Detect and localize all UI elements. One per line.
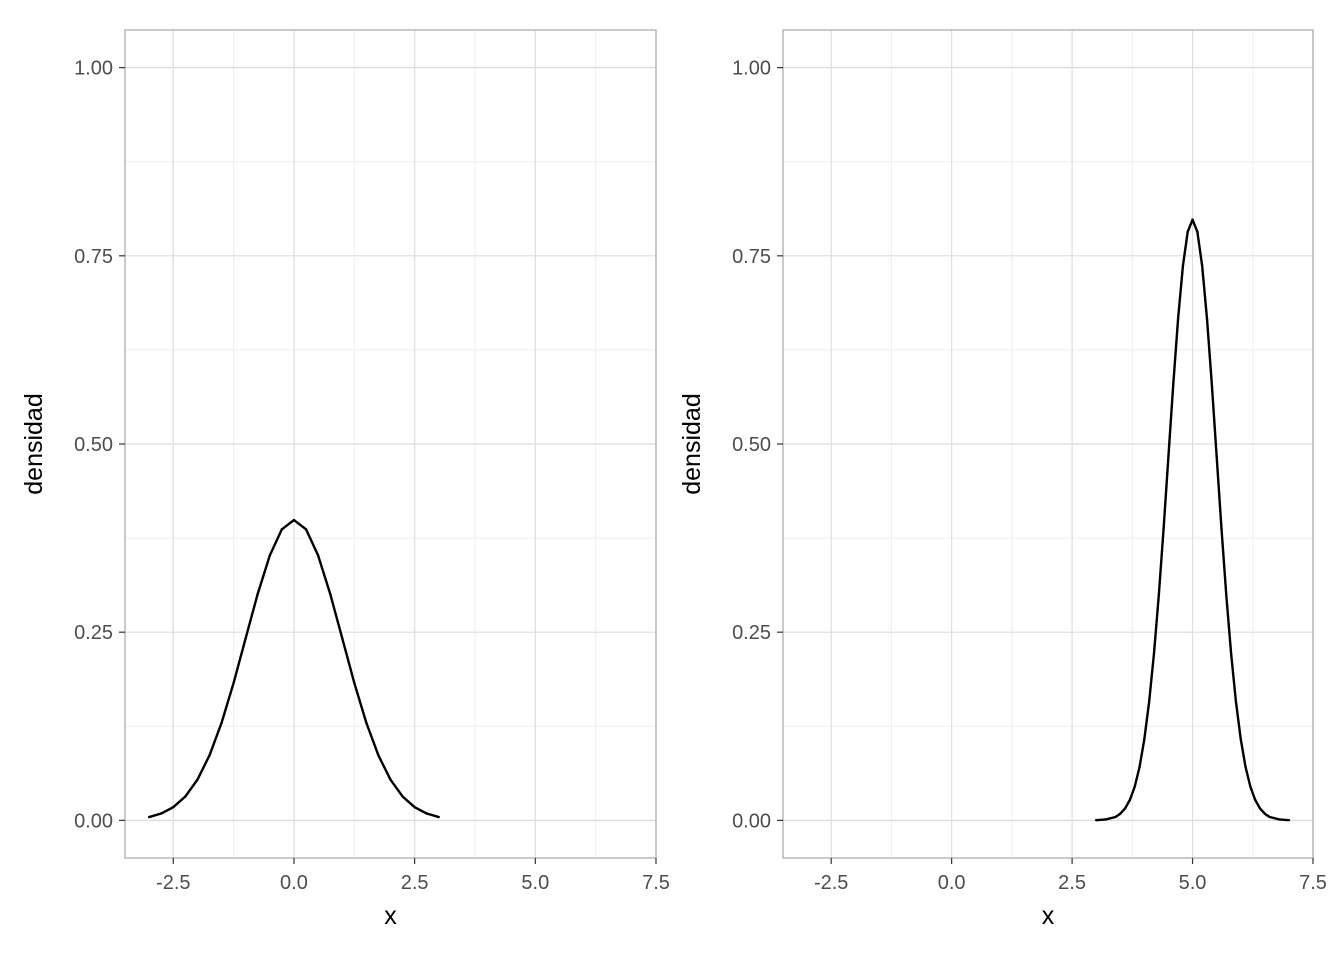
density-point bbox=[316, 554, 320, 557]
y-tick-label: 0.75 bbox=[74, 246, 113, 268]
y-tick-label: 0.50 bbox=[732, 434, 771, 456]
density-point bbox=[1249, 785, 1252, 788]
density-point bbox=[1167, 454, 1170, 458]
x-tick-label: -2.5 bbox=[814, 872, 848, 894]
density-point bbox=[244, 637, 247, 640]
x-tick-label: 0.0 bbox=[280, 872, 308, 894]
density-point bbox=[1152, 652, 1156, 655]
x-tick-label: 0.0 bbox=[938, 872, 966, 894]
density-point bbox=[292, 518, 296, 522]
density-point bbox=[1229, 652, 1233, 655]
density-point bbox=[377, 754, 380, 757]
density-point bbox=[389, 778, 392, 781]
density-point bbox=[184, 795, 187, 798]
x-tick-label: 5.0 bbox=[1179, 872, 1207, 894]
density-point bbox=[220, 721, 223, 725]
density-point bbox=[208, 754, 211, 757]
density-point bbox=[1162, 526, 1165, 530]
density-point bbox=[425, 812, 428, 815]
density-point bbox=[1181, 264, 1185, 268]
y-tick-label: 0.25 bbox=[74, 622, 113, 644]
left-density-plot: -2.5 0.0 2.5 5.0 7.5 0.00 0.25 0.50 0.75 1.00 x den… bbox=[20, 29, 670, 930]
right-density-plot: -2.5 0.0 2.5 5.0 7.5 0.00 0.25 0.50 0.75 1.00 x den… bbox=[678, 29, 1327, 930]
y-tick-label: 0.00 bbox=[732, 810, 771, 832]
density-point bbox=[304, 528, 308, 531]
density-point bbox=[1263, 812, 1267, 815]
density-point bbox=[1200, 264, 1204, 268]
density-point bbox=[1133, 785, 1136, 788]
density-point bbox=[1114, 815, 1117, 819]
density-point bbox=[1215, 454, 1218, 458]
density-point bbox=[147, 815, 151, 819]
density-point bbox=[1234, 700, 1238, 703]
density-point bbox=[1253, 798, 1257, 802]
density-point bbox=[341, 637, 344, 640]
x-axis-title: x bbox=[1042, 902, 1055, 930]
density-point bbox=[1119, 812, 1122, 815]
density-point bbox=[1220, 526, 1223, 530]
density-point bbox=[256, 592, 259, 595]
y-axis-title: densidad bbox=[20, 393, 48, 494]
density-point bbox=[353, 681, 356, 685]
density-point bbox=[1186, 230, 1189, 233]
y-tick-label: 1.00 bbox=[74, 58, 113, 80]
density-point bbox=[413, 805, 416, 809]
y-tick-label: 0.50 bbox=[74, 434, 113, 456]
density-point bbox=[1191, 218, 1194, 221]
x-tick-label: 7.5 bbox=[642, 872, 670, 894]
density-point bbox=[1210, 383, 1214, 386]
x-axis-title: x bbox=[384, 902, 397, 930]
density-point bbox=[437, 815, 440, 819]
density-point bbox=[1104, 818, 1108, 821]
x-tick-label: 5.0 bbox=[521, 872, 549, 894]
density-point bbox=[1268, 815, 1271, 819]
x-tick-label: 2.5 bbox=[1058, 872, 1086, 894]
density-point bbox=[1147, 700, 1151, 703]
density-point bbox=[1138, 765, 1141, 769]
density-point bbox=[172, 805, 175, 809]
y-tick-label: 0.00 bbox=[74, 810, 113, 832]
x-tick-label: -2.5 bbox=[156, 872, 190, 894]
density-point bbox=[1172, 383, 1175, 386]
density-point bbox=[1196, 230, 1199, 233]
density-point bbox=[328, 592, 332, 595]
density-point bbox=[1128, 798, 1132, 802]
density-point bbox=[1205, 317, 1209, 320]
x-tick-label: 7.5 bbox=[1299, 872, 1327, 894]
density-point bbox=[1176, 317, 1180, 320]
y-axis-title: densidad bbox=[678, 393, 706, 494]
density-point bbox=[196, 778, 199, 781]
density-point bbox=[1244, 765, 1247, 769]
x-tick-label: 2.5 bbox=[401, 872, 429, 894]
density-point bbox=[1094, 818, 1098, 822]
density-point bbox=[1143, 737, 1146, 741]
y-tick-label: 1.00 bbox=[732, 58, 771, 80]
density-point bbox=[232, 681, 235, 685]
density-point bbox=[365, 721, 368, 725]
density-point bbox=[1225, 593, 1228, 597]
y-tick-label: 0.25 bbox=[732, 622, 771, 644]
density-point bbox=[1123, 807, 1127, 810]
y-tick-label: 0.75 bbox=[732, 246, 771, 268]
density-point bbox=[1278, 818, 1281, 821]
density-point bbox=[280, 528, 284, 531]
density-point bbox=[1239, 737, 1242, 741]
density-point bbox=[401, 795, 404, 798]
density-point bbox=[1157, 593, 1161, 597]
density-point bbox=[160, 812, 163, 815]
density-point bbox=[1258, 807, 1262, 810]
density-point bbox=[1287, 818, 1291, 822]
density-point bbox=[268, 554, 272, 557]
